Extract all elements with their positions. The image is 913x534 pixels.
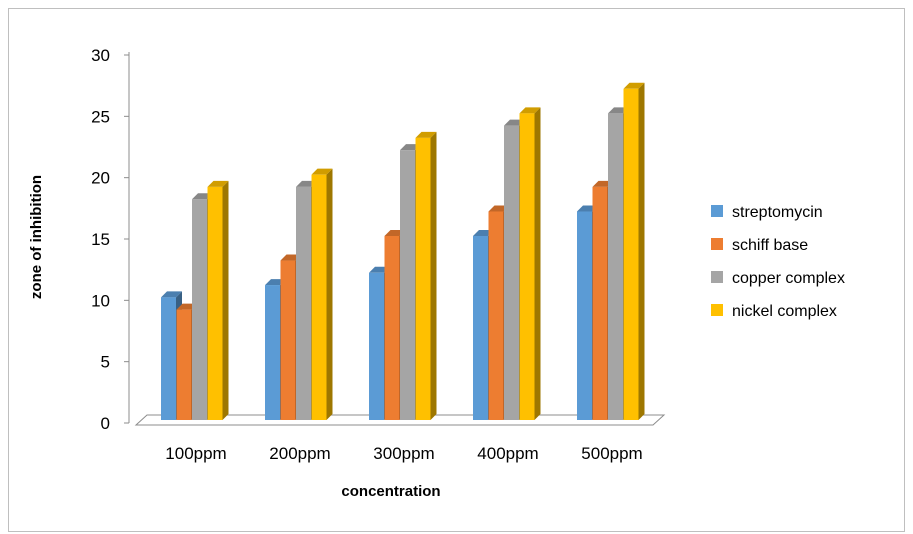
y-tick-label: 15: [91, 230, 110, 249]
bar-side-face: [222, 180, 229, 420]
x-tick-label: 100ppm: [165, 444, 226, 463]
legend-label: copper complex: [732, 270, 845, 287]
bar-front-face: [473, 236, 488, 420]
legend-swatch: [711, 271, 723, 283]
y-tick-label: 30: [91, 46, 110, 65]
y-axis-title: zone of inhibition: [28, 175, 45, 299]
bar-front-face: [415, 137, 431, 420]
bar-front-face: [384, 236, 400, 420]
x-tick-label: 500ppm: [581, 444, 642, 463]
bar-top-face: [519, 107, 541, 114]
bar: [415, 131, 437, 420]
legend-swatch: [711, 238, 723, 250]
bar-side-face: [326, 168, 333, 420]
bar-front-face: [161, 297, 176, 420]
x-tick-label: 400ppm: [477, 444, 538, 463]
bar-front-face: [488, 211, 504, 420]
bar-front-face: [176, 309, 192, 420]
bar-top-face: [311, 168, 333, 175]
chart-frame: [8, 8, 905, 532]
bar-front-face: [400, 150, 415, 420]
bar-front-face: [192, 199, 207, 420]
bar: [623, 82, 645, 421]
bar-front-face: [296, 186, 311, 420]
bar-front-face: [265, 285, 280, 420]
bar-top-face: [415, 131, 437, 138]
bar-front-face: [504, 125, 519, 420]
y-tick-label: 20: [91, 169, 110, 188]
bar: [311, 168, 333, 420]
y-tick-label: 5: [101, 353, 110, 372]
bar-top-face: [623, 82, 645, 89]
bar-top-face: [207, 180, 229, 187]
bar-side-face: [430, 131, 437, 420]
bar-side-face: [638, 82, 645, 421]
bar-front-face: [207, 186, 223, 420]
bar-front-face: [369, 272, 384, 420]
bar-front-face: [608, 113, 623, 420]
legend-swatch: [711, 304, 723, 316]
legend-label: schiff base: [732, 237, 808, 254]
bar-front-face: [623, 88, 639, 421]
bar-front-face: [311, 174, 327, 420]
bar: [207, 180, 229, 420]
x-axis-title: concentration: [341, 483, 440, 500]
legend-label: nickel complex: [732, 303, 837, 320]
bar-side-face: [534, 107, 541, 420]
y-tick-label: 25: [91, 107, 110, 126]
bar-front-face: [577, 211, 592, 420]
legend-label: streptomycin: [732, 204, 823, 221]
bar-front-face: [592, 186, 608, 420]
bars-layer: [161, 82, 645, 421]
legend-swatch: [711, 205, 723, 217]
legend: streptomycin schiff base copper complex nic…: [711, 204, 845, 320]
x-tick-label: 300ppm: [373, 444, 434, 463]
bar-front-face: [280, 260, 296, 420]
bar-front-face: [519, 113, 535, 420]
bar: [519, 107, 541, 420]
bar-top-face: [161, 291, 182, 298]
labels-layer: 0 5 10 15 20 25 30 100ppm 200ppm 300ppm 400ppm 500p…: [91, 46, 643, 463]
x-tick-label: 200ppm: [269, 444, 330, 463]
y-tick-label: 0: [101, 414, 110, 433]
y-tick-label: 10: [91, 291, 110, 310]
